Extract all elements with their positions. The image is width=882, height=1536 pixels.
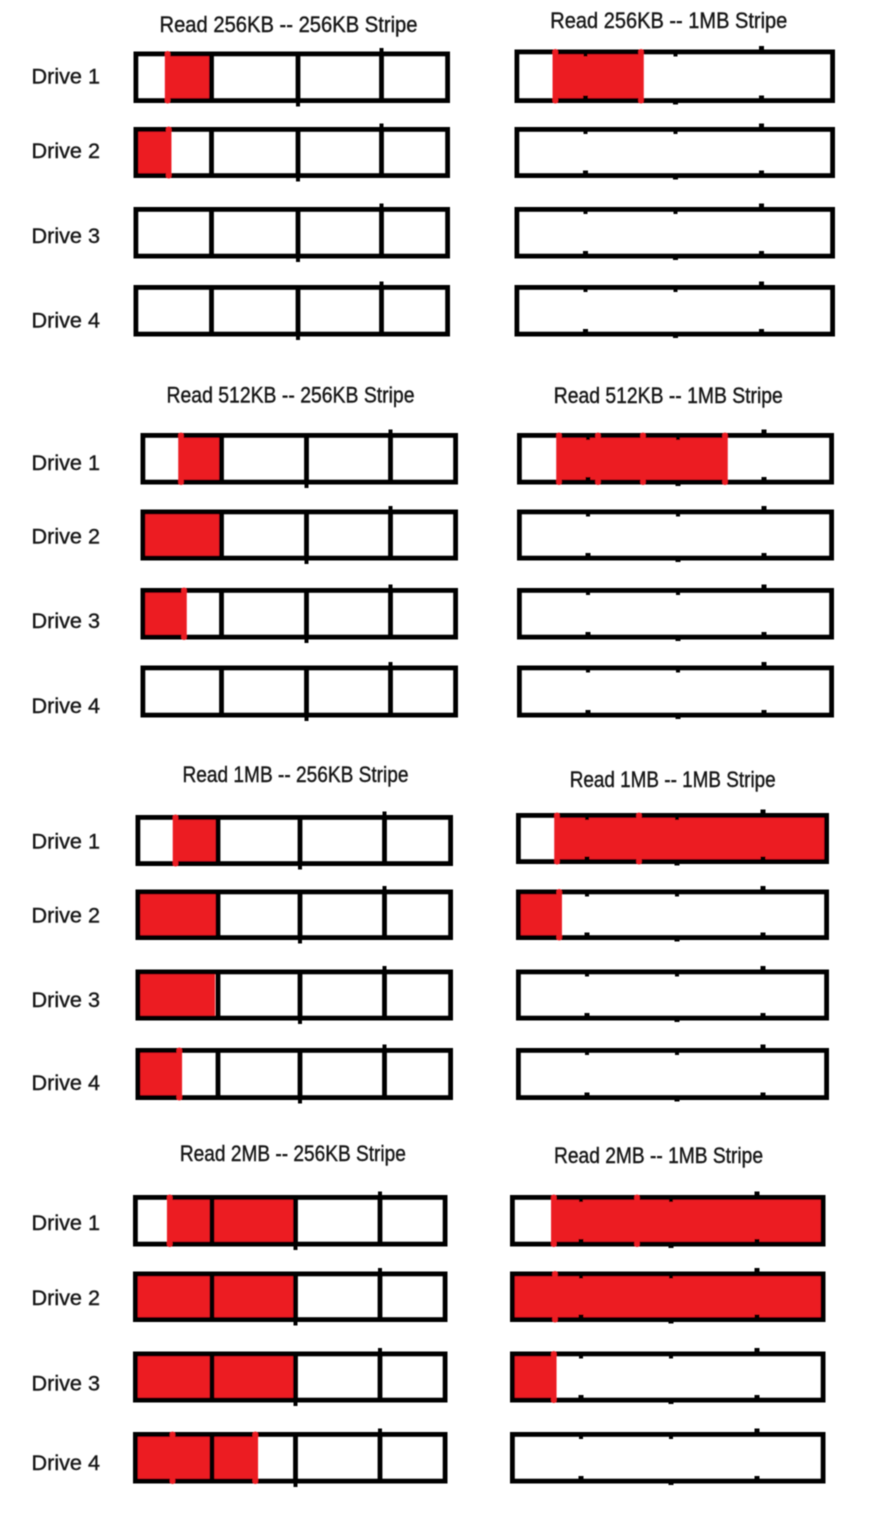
svg-text:Read 1MB -- 256KB Stripe: Read 1MB -- 256KB Stripe	[183, 762, 409, 787]
svg-text:Drive 1: Drive 1	[32, 451, 101, 475]
svg-text:Drive 1: Drive 1	[32, 65, 101, 89]
svg-text:Drive 4: Drive 4	[32, 1071, 101, 1095]
svg-text:Read 2MB -- 1MB Stripe: Read 2MB -- 1MB Stripe	[554, 1143, 763, 1168]
svg-text:Drive 4: Drive 4	[32, 1451, 101, 1475]
svg-text:Drive 1: Drive 1	[32, 830, 101, 854]
svg-text:Drive 4: Drive 4	[32, 309, 101, 333]
svg-text:Drive 3: Drive 3	[32, 1372, 101, 1396]
svg-text:Read 512KB -- 1MB Stripe: Read 512KB -- 1MB Stripe	[554, 383, 783, 408]
svg-text:Drive 3: Drive 3	[32, 609, 101, 633]
svg-text:Drive 2: Drive 2	[32, 904, 101, 928]
svg-text:Drive 3: Drive 3	[32, 988, 101, 1012]
svg-text:Read 256KB -- 1MB Stripe: Read 256KB -- 1MB Stripe	[550, 8, 787, 33]
svg-text:Drive 2: Drive 2	[32, 139, 101, 163]
svg-text:Drive 4: Drive 4	[32, 694, 101, 718]
svg-text:Read 2MB -- 256KB Stripe: Read 2MB -- 256KB Stripe	[180, 1141, 406, 1166]
svg-text:Drive 1: Drive 1	[32, 1211, 101, 1235]
svg-text:Drive 2: Drive 2	[32, 525, 101, 549]
svg-text:Read 256KB -- 256KB Stripe: Read 256KB -- 256KB Stripe	[160, 12, 418, 37]
svg-text:Drive 3: Drive 3	[32, 224, 101, 248]
svg-text:Read 512KB -- 256KB Stripe: Read 512KB -- 256KB Stripe	[167, 383, 415, 408]
svg-text:Drive 2: Drive 2	[32, 1286, 101, 1310]
svg-text:Read 1MB -- 1MB Stripe: Read 1MB -- 1MB Stripe	[570, 767, 776, 792]
